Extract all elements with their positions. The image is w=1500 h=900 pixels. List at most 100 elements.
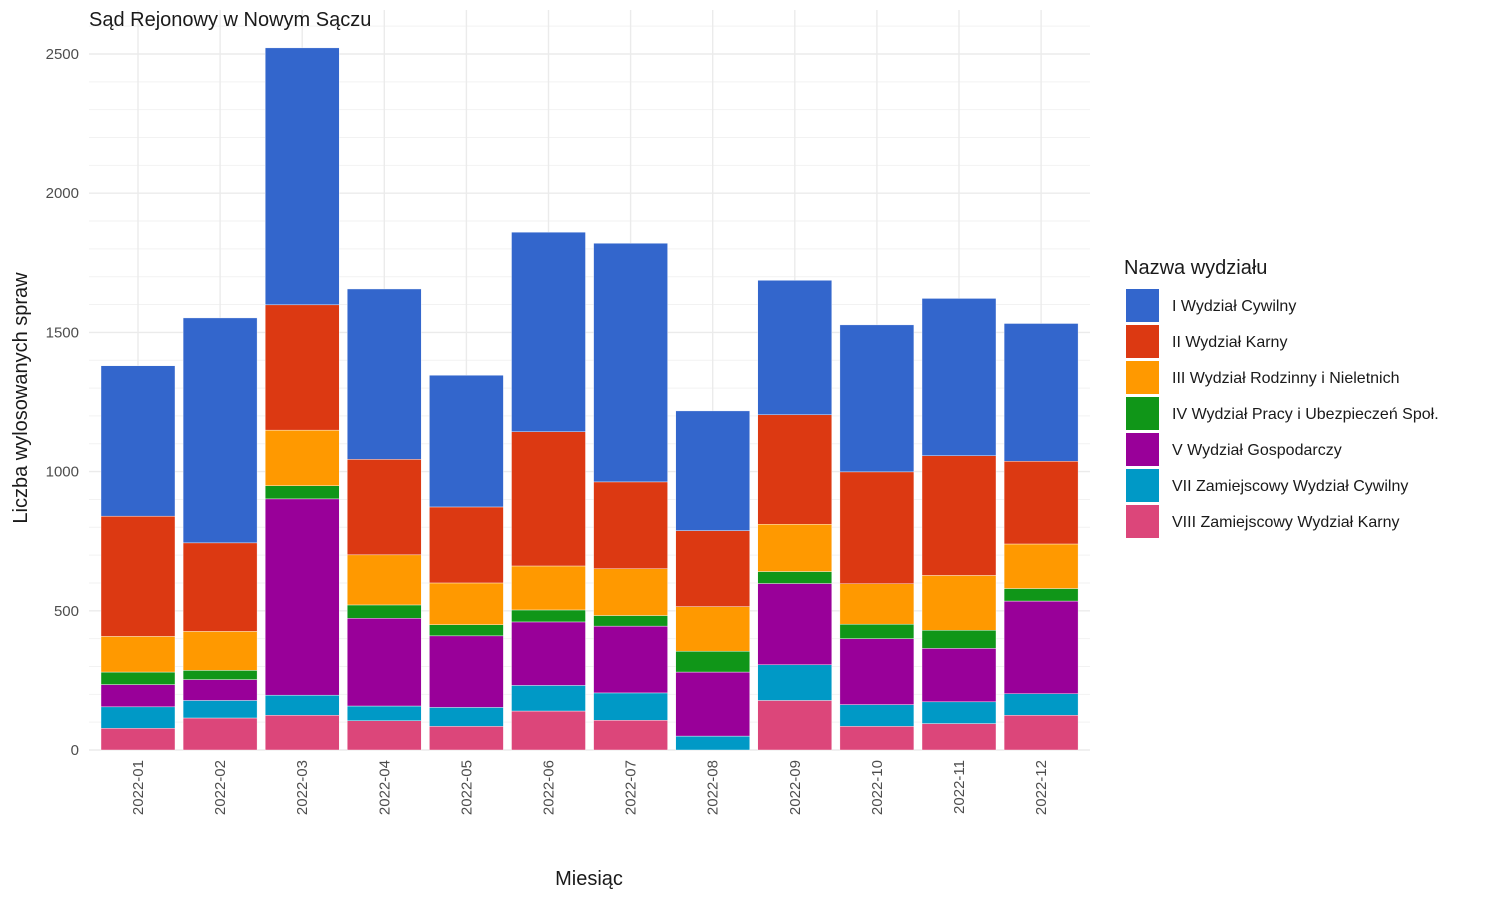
x-axis-title: Miesiąc — [555, 868, 623, 890]
bar-segment — [265, 485, 340, 500]
x-tick-label: 2022-09 — [787, 760, 804, 815]
bar-segment — [265, 694, 340, 716]
bar-segment — [921, 298, 997, 456]
bar-segment — [182, 670, 258, 680]
legend-swatch — [1126, 469, 1159, 502]
bar-segment — [182, 542, 258, 632]
bar-segment — [593, 692, 668, 721]
bar-segment — [757, 664, 832, 701]
bars — [100, 47, 1079, 751]
bar-segment — [347, 604, 422, 619]
bar-segment — [265, 47, 340, 306]
bar-segment — [675, 530, 750, 607]
bar-segment — [347, 554, 422, 606]
bar-segment — [511, 609, 586, 623]
legend-swatch — [1126, 361, 1159, 394]
bar-segment — [511, 621, 586, 686]
bar-segment — [429, 726, 504, 751]
bar-segment — [675, 671, 750, 737]
bar-segment — [429, 375, 504, 508]
bar-segment — [511, 231, 586, 432]
bar-segment — [921, 701, 997, 724]
bar-segment — [593, 243, 668, 483]
bar-segment — [757, 524, 832, 572]
bar-segment — [265, 498, 340, 696]
bar-segment — [429, 707, 504, 727]
legend-label: III Wydział Rodzinny i Nieletnich — [1172, 370, 1400, 387]
bar-segment — [347, 720, 422, 751]
x-tick-label: 2022-01 — [130, 760, 147, 815]
x-tick-label: 2022-12 — [1033, 760, 1050, 815]
bar-segment — [429, 506, 504, 584]
bar-segment — [839, 623, 915, 639]
bar-segment — [839, 324, 915, 473]
legend-swatch — [1126, 505, 1159, 538]
bar-segment — [347, 618, 422, 707]
bar-segment — [347, 705, 422, 721]
chart-title: Sąd Rejonowy w Nowym Sączu — [89, 9, 371, 31]
legend-label: V Wydział Gospodarczy — [1172, 442, 1342, 459]
x-tick-label: 2022-06 — [541, 760, 558, 815]
bar-segment — [921, 630, 997, 649]
y-tick-label: 500 — [54, 603, 79, 620]
bar-segment — [921, 723, 997, 751]
x-tick-label: 2022-05 — [458, 760, 475, 815]
bar-segment — [593, 568, 668, 616]
x-tick-label: 2022-08 — [705, 760, 722, 815]
bar-segment — [757, 571, 832, 584]
bar-segment — [100, 671, 176, 685]
bar-segment — [675, 606, 750, 652]
legend-label: II Wydział Karny — [1172, 334, 1287, 351]
bar-segment — [100, 706, 176, 729]
bar-segment — [921, 648, 997, 703]
bar-segment — [839, 471, 915, 584]
x-tick-label: 2022-02 — [212, 760, 229, 815]
bar-segment — [100, 728, 176, 751]
bar-segment — [757, 280, 832, 416]
legend-swatch — [1126, 397, 1159, 430]
x-tick-label: 2022-11 — [951, 760, 968, 814]
bar-segment — [757, 700, 832, 751]
bar-segment — [182, 631, 258, 671]
legend-label: VIII Zamiejscowy Wydział Karny — [1172, 514, 1399, 531]
bar-segment — [182, 700, 258, 719]
legend: Nazwa wydziału I Wydział Cywilny II Wydzi… — [1124, 257, 1439, 538]
bar-segment — [1003, 588, 1079, 602]
bar-segment — [265, 429, 340, 486]
bar-segment — [100, 515, 176, 637]
bar-segment — [675, 735, 750, 751]
legend-title: Nazwa wydziału — [1124, 257, 1267, 279]
bar-segment — [593, 481, 668, 569]
x-tick-label: 2022-07 — [623, 760, 640, 815]
bar-segment — [100, 365, 176, 517]
bar-segment — [921, 455, 997, 576]
y-tick-label: 0 — [71, 742, 79, 759]
legend-label: I Wydział Cywilny — [1172, 298, 1296, 315]
bar-segment — [265, 715, 340, 751]
bar-segment — [839, 726, 915, 751]
bar-segment — [347, 288, 422, 460]
legend-swatch — [1126, 289, 1159, 322]
bar-segment — [593, 615, 668, 627]
bar-segment — [757, 583, 832, 666]
bar-segment — [1003, 323, 1079, 462]
x-tick-label: 2022-04 — [376, 760, 393, 815]
bar-segment — [1003, 715, 1079, 751]
y-tick-label: 2500 — [46, 46, 79, 63]
x-tick-label: 2022-03 — [294, 760, 311, 815]
bar-segment — [429, 624, 504, 637]
bar-segment — [429, 582, 504, 625]
bar-segment — [429, 635, 504, 708]
bar-segment — [1003, 461, 1079, 545]
bar-segment — [182, 717, 258, 751]
bar-segment — [675, 650, 750, 673]
bar-segment — [1003, 600, 1079, 694]
bar-segment — [593, 720, 668, 751]
bar-segment — [593, 625, 668, 694]
bar-segment — [100, 636, 176, 673]
legend-swatch — [1126, 433, 1159, 466]
bar-segment — [511, 710, 586, 751]
bar-segment — [511, 431, 586, 567]
